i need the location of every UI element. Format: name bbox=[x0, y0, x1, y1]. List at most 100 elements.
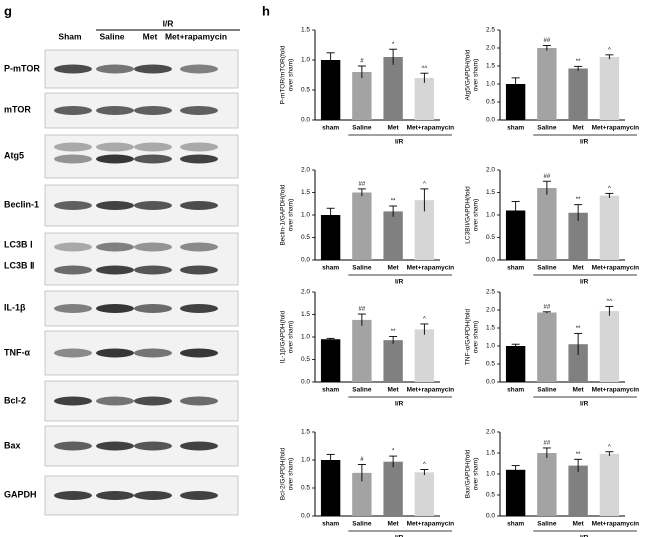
blot-band bbox=[54, 304, 92, 313]
x-tick-label: Met+rapamycin bbox=[407, 265, 455, 272]
blot-band bbox=[96, 396, 134, 406]
blot-band bbox=[134, 154, 172, 164]
panel-label: g bbox=[4, 3, 12, 18]
blot-band bbox=[96, 348, 134, 358]
x-tick-label: sham bbox=[322, 265, 339, 272]
bar bbox=[537, 312, 557, 382]
blot-band bbox=[180, 201, 218, 210]
y-tick-label: 2.0 bbox=[486, 307, 495, 314]
blot-row-label: Atg5 bbox=[4, 150, 24, 160]
y-tick-label: 1.0 bbox=[301, 57, 310, 64]
y-tick-label: 2.0 bbox=[301, 167, 310, 174]
y-tick-label: 0.0 bbox=[486, 379, 495, 386]
y-tick-label: 1.0 bbox=[486, 212, 495, 219]
y-tick-label: 2.0 bbox=[486, 45, 495, 52]
blot-band bbox=[96, 106, 134, 115]
significance-label: ## bbox=[544, 38, 551, 44]
lane-label: Saline bbox=[99, 31, 124, 41]
group-label: I/R bbox=[395, 401, 404, 408]
x-tick-label: sham bbox=[507, 125, 524, 132]
y-tick-label: 1.5 bbox=[301, 189, 310, 196]
significance-label: # bbox=[360, 59, 364, 65]
y-axis-label: Beclin-1/GAPDH(fold bbox=[280, 184, 287, 245]
blot-band bbox=[54, 348, 92, 358]
significance-label: ^^ bbox=[607, 299, 613, 305]
x-tick-label: Met bbox=[388, 521, 400, 528]
significance-label: ^^ bbox=[422, 66, 428, 72]
significance-label: # bbox=[360, 457, 364, 463]
x-tick-label: Saline bbox=[537, 387, 557, 394]
group-label: I/R bbox=[580, 279, 589, 286]
y-axis-label: over sham) bbox=[288, 458, 295, 491]
blot-band bbox=[134, 265, 172, 275]
blot-row-label: IL-1β bbox=[4, 302, 26, 312]
bar bbox=[320, 460, 341, 516]
y-axis-label: Atg5/GAPDH(fold bbox=[465, 49, 472, 100]
bar bbox=[414, 78, 435, 120]
x-tick-label: sham bbox=[507, 387, 524, 394]
blot-band bbox=[134, 242, 172, 252]
x-tick-label: Met bbox=[388, 387, 400, 394]
bar bbox=[599, 57, 620, 120]
lane-label: Met bbox=[143, 31, 158, 41]
blot-band bbox=[96, 242, 134, 252]
bar bbox=[352, 319, 372, 382]
y-tick-label: 1.0 bbox=[486, 471, 495, 478]
bar bbox=[414, 472, 435, 516]
y-tick-label: 1.5 bbox=[486, 325, 495, 332]
significance-label: ^ bbox=[423, 462, 426, 468]
blot-band bbox=[180, 265, 218, 275]
blot-band bbox=[96, 154, 134, 164]
y-axis-label: Bax/GAPDH(fold bbox=[465, 449, 472, 498]
blot-band bbox=[180, 242, 218, 252]
y-axis-label: over sham) bbox=[473, 59, 480, 92]
blot-band bbox=[54, 201, 92, 210]
y-tick-label: 1.0 bbox=[301, 212, 310, 219]
group-label: I/R bbox=[580, 401, 589, 408]
bar bbox=[383, 461, 403, 516]
x-tick-label: Met+rapamycin bbox=[592, 387, 640, 394]
x-tick-label: Met+rapamycin bbox=[592, 521, 640, 528]
y-tick-label: 0.5 bbox=[486, 234, 495, 241]
x-tick-label: Met bbox=[573, 521, 585, 528]
blot-row-label: LC3B Ⅱ bbox=[4, 260, 34, 270]
y-tick-label: 0.0 bbox=[301, 257, 310, 264]
y-tick-label: 1.5 bbox=[486, 450, 495, 457]
y-axis-label: IL-1β/GAPDH(fold bbox=[280, 310, 287, 363]
significance-label: ^ bbox=[608, 444, 611, 450]
y-tick-label: 0.0 bbox=[301, 379, 310, 386]
y-tick-label: 0.0 bbox=[486, 257, 495, 264]
significance-label: ^ bbox=[608, 47, 611, 53]
bar bbox=[537, 188, 557, 260]
y-axis-label: Bcl-2/GAPDH(fold bbox=[280, 447, 287, 500]
x-tick-label: sham bbox=[507, 265, 524, 272]
y-axis-label: over sham) bbox=[473, 458, 480, 491]
y-tick-label: 1.0 bbox=[486, 343, 495, 350]
y-tick-label: 1.5 bbox=[301, 27, 310, 34]
blot-band bbox=[96, 201, 134, 210]
y-tick-label: 0.5 bbox=[301, 485, 310, 492]
blot-band bbox=[54, 265, 92, 275]
y-tick-label: 0.5 bbox=[301, 234, 310, 241]
x-tick-label: Saline bbox=[537, 265, 557, 272]
blot-band bbox=[134, 304, 172, 313]
y-tick-label: 0.5 bbox=[486, 492, 495, 499]
bar bbox=[568, 465, 588, 516]
blot-band bbox=[134, 441, 172, 451]
blot-band bbox=[134, 106, 172, 115]
x-tick-label: Met+rapamycin bbox=[407, 125, 455, 132]
lane-label: Sham bbox=[58, 31, 82, 41]
x-tick-label: Saline bbox=[352, 521, 372, 528]
blot-band bbox=[134, 396, 172, 406]
bar bbox=[568, 344, 588, 382]
y-tick-label: 2.0 bbox=[486, 429, 495, 436]
y-axis-label: P-mTOR/mTOR(fold bbox=[280, 45, 287, 104]
panel-label: h bbox=[262, 3, 270, 18]
blot-row-label: mTOR bbox=[4, 104, 31, 114]
blot-band bbox=[180, 491, 218, 500]
blot-band bbox=[96, 441, 134, 451]
bar bbox=[414, 200, 435, 260]
y-tick-label: 0.0 bbox=[301, 117, 310, 124]
blot-band bbox=[96, 142, 134, 152]
